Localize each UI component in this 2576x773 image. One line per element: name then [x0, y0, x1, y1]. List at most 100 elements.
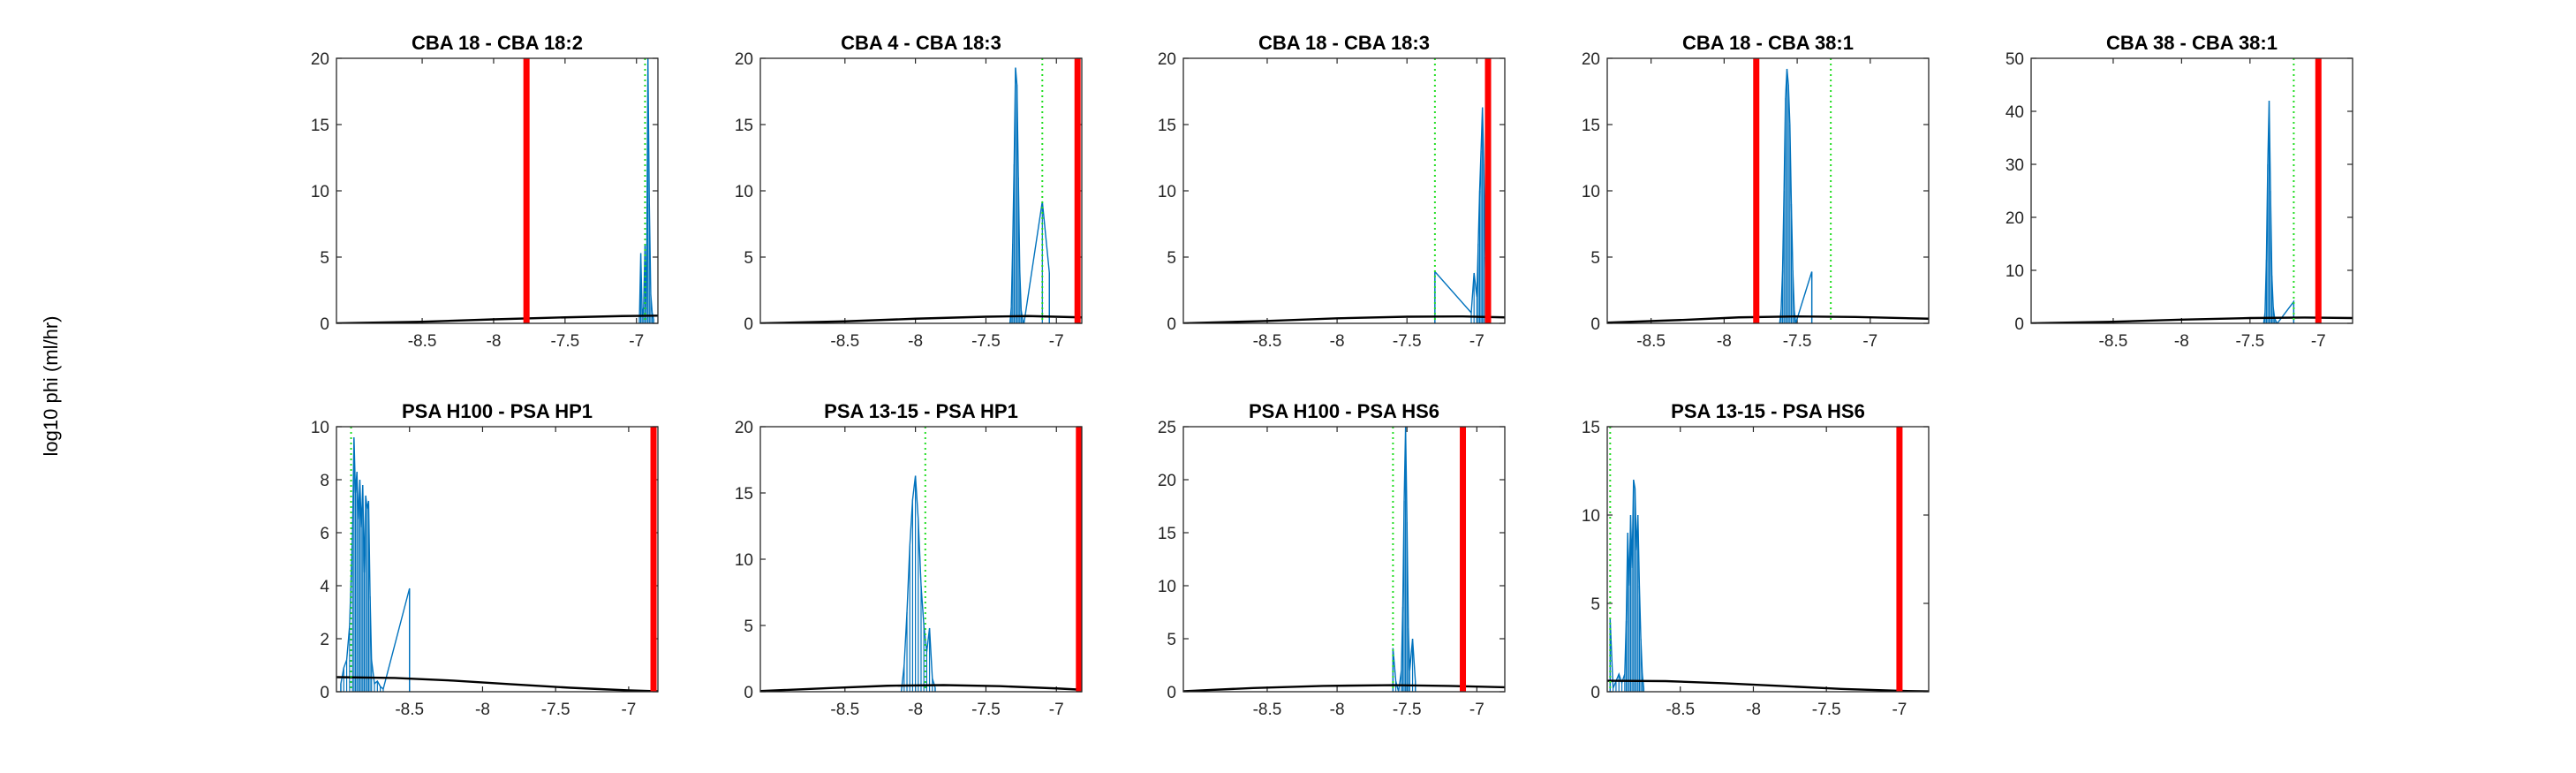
y-tick-label: 10 — [311, 183, 329, 201]
y-tick-label: 4 — [320, 578, 329, 596]
x-tick-label: -8.5 — [1636, 332, 1666, 351]
plot-area — [336, 58, 658, 323]
x-tick-label: -8 — [487, 332, 502, 351]
axes-box — [336, 57, 659, 324]
x-tick-label: -7 — [1049, 701, 1064, 719]
y-tick-label: 0 — [2014, 315, 2024, 334]
x-tick-label: -7.5 — [1783, 332, 1812, 351]
plot-area — [760, 58, 1082, 323]
density-curve — [1183, 315, 1505, 323]
y-tick-label: 10 — [1582, 507, 1600, 526]
plot-area — [336, 427, 658, 692]
x-tick-label: -8.5 — [1666, 701, 1695, 719]
y-tick-label: 20 — [2006, 209, 2024, 228]
histogram-series — [1609, 479, 1645, 692]
x-tick-label: -8 — [2174, 332, 2189, 351]
axes-box — [1606, 426, 1930, 693]
x-tick-label: -7 — [1469, 332, 1484, 351]
chart-panel-9: PSA 13-15 - PSA HS6 0 5 10 15 -8.5 -8 -7.5 -7 — [1582, 400, 1930, 719]
x-tick-label: -8 — [908, 332, 923, 351]
x-tick-label: -7.5 — [971, 332, 1001, 351]
y-tick-label: 0 — [744, 684, 753, 702]
x-tick-label: -8 — [1746, 701, 1761, 719]
histogram-series — [900, 475, 936, 692]
x-tick-label: -8.5 — [395, 701, 424, 719]
x-tick-label: -8.5 — [1253, 332, 1282, 351]
y-tick-label: 15 — [735, 485, 753, 504]
x-tick-label: -8.5 — [830, 701, 859, 719]
chart-title: PSA H100 - PSA HP1 — [402, 400, 593, 422]
y-tick-label: 15 — [1582, 419, 1600, 437]
plot-area — [1183, 58, 1505, 323]
chart-panel-3: CBA 18 - CBA 18:3 0 5 10 15 20 -8.5 -8 -7.5 -7 — [1158, 32, 1506, 351]
y-tick-label: 20 — [1158, 472, 1176, 490]
density-curve — [760, 315, 1082, 323]
x-tick-label: -7.5 — [541, 701, 570, 719]
chart-title: CBA 18 - CBA 38:1 — [1682, 32, 1854, 54]
y-tick-label: 2 — [320, 631, 329, 649]
x-tick-label: -8.5 — [2099, 332, 2128, 351]
y-tick-label: 10 — [311, 419, 329, 437]
x-tick-label: -7 — [629, 332, 644, 351]
x-tick-label: -8.5 — [1253, 701, 1282, 719]
y-tick-label: 40 — [2006, 103, 2024, 122]
y-tick-label: 8 — [320, 472, 329, 490]
plot-area — [1183, 427, 1505, 692]
y-tick-label: 0 — [1590, 315, 1600, 334]
y-tick-label: 0 — [1167, 684, 1176, 702]
plot-area — [1607, 427, 1929, 692]
chart-panel-6: PSA H100 - PSA HP1 0 2 4 6 8 10 -8.5 -8 -7.5 -7 — [311, 400, 659, 719]
axes-box — [759, 57, 1083, 324]
chart-title: CBA 38 - CBA 38:1 — [2106, 32, 2278, 54]
y-tick-label: 20 — [1158, 50, 1176, 69]
x-tick-label: -8 — [1330, 701, 1345, 719]
x-tick-label: -7.5 — [2235, 332, 2264, 351]
y-tick-label: 5 — [320, 249, 329, 268]
axes-box — [759, 426, 1083, 693]
histogram-series — [1008, 67, 1050, 323]
x-tick-label: -7.5 — [1812, 701, 1841, 719]
x-tick-label: -8 — [908, 701, 923, 719]
y-tick-label: 0 — [320, 684, 329, 702]
histogram-series — [1779, 68, 1813, 323]
x-tick-label: -7.5 — [1393, 701, 1422, 719]
y-tick-label: 0 — [320, 315, 329, 334]
chart-title: CBA 18 - CBA 18:2 — [412, 32, 583, 54]
density-curve — [336, 315, 658, 323]
y-tick-label: 5 — [1590, 595, 1600, 614]
x-tick-label: -8 — [1717, 332, 1732, 351]
chart-panel-2: CBA 4 - CBA 18:3 0 5 10 15 20 -8.5 -8 -7.5 -7 — [735, 32, 1083, 351]
axes-box — [1182, 57, 1506, 324]
density-curve — [2031, 316, 2353, 323]
chart-panel-4: CBA 18 - CBA 38:1 0 5 10 15 20 -8.5 -8 -7.5 -7 — [1582, 32, 1930, 351]
y-tick-label: 15 — [311, 117, 329, 135]
y-tick-label: 10 — [735, 183, 753, 201]
x-tick-label: -7 — [1469, 701, 1484, 719]
chart-panel-7: PSA 13-15 - PSA HP1 0 5 10 15 20 -8.5 -8 -7.5 -7 — [735, 400, 1083, 719]
plot-area — [2031, 58, 2353, 323]
density-curve — [336, 676, 658, 692]
y-tick-label: 15 — [1582, 117, 1600, 135]
x-tick-label: -7 — [2311, 332, 2326, 351]
y-tick-label: 0 — [1590, 684, 1600, 702]
chart-title: PSA 13-15 - PSA HS6 — [1671, 400, 1865, 422]
y-tick-label: 0 — [744, 315, 753, 334]
chart-title: PSA 13-15 - PSA HP1 — [824, 400, 1018, 422]
y-tick-label: 5 — [744, 249, 753, 268]
density-curve — [1607, 315, 1929, 323]
y-tick-label: 0 — [1167, 315, 1176, 334]
y-tick-label: 25 — [1158, 419, 1176, 437]
chart-title: CBA 18 - CBA 18:3 — [1258, 32, 1430, 54]
density-curve — [760, 684, 1082, 692]
x-tick-label: -8.5 — [408, 332, 437, 351]
y-tick-label: 20 — [735, 50, 753, 69]
y-tick-label: 6 — [320, 525, 329, 543]
y-tick-label: 15 — [1158, 525, 1176, 543]
y-tick-label: 20 — [1582, 50, 1600, 69]
y-tick-label: 5 — [1590, 249, 1600, 268]
density-curve — [1607, 679, 1929, 692]
chart-title: CBA 4 - CBA 18:3 — [841, 32, 1001, 54]
x-tick-label: -7.5 — [971, 701, 1001, 719]
y-tick-label: 20 — [311, 50, 329, 69]
y-tick-label: 10 — [1158, 578, 1176, 596]
